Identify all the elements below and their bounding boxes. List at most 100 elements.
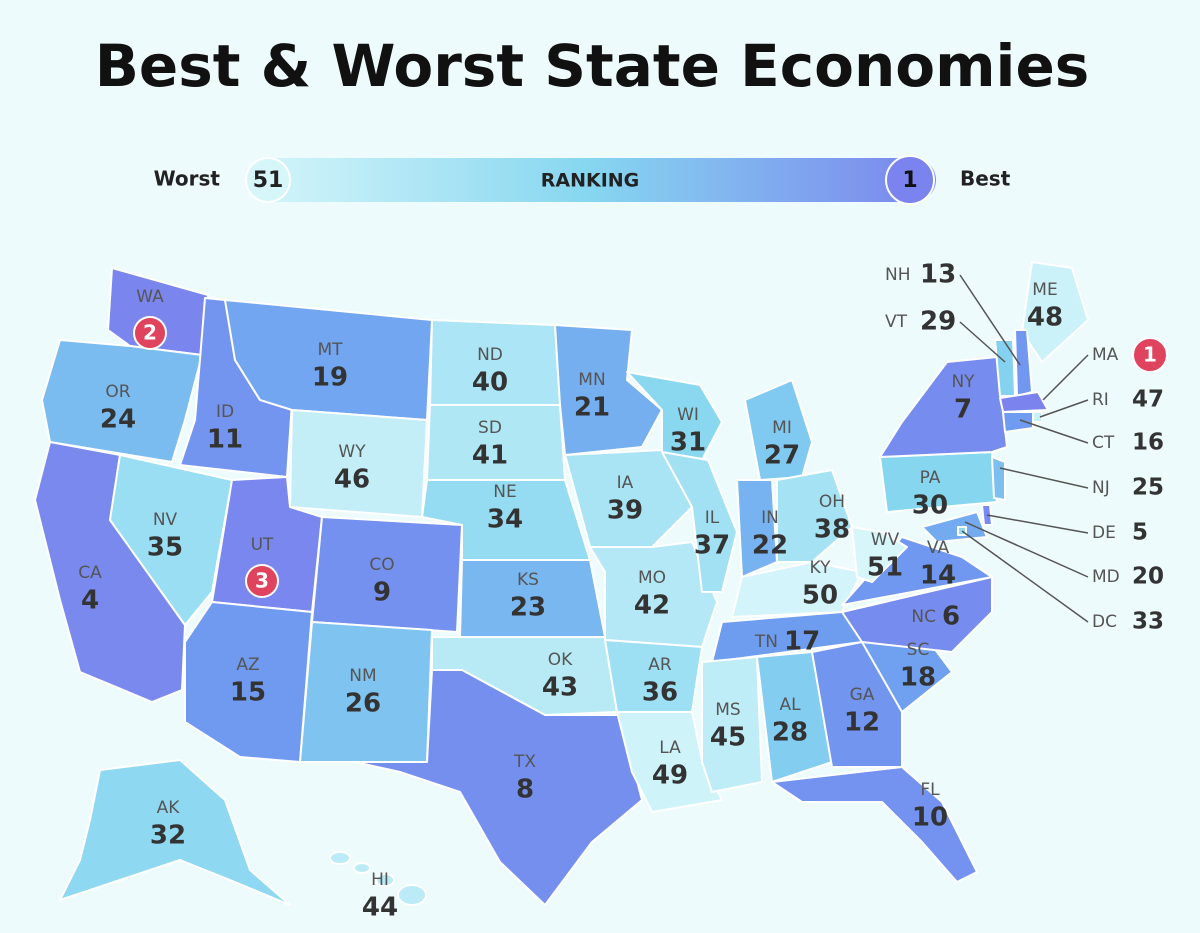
state-shape [851,526,908,583]
state-rank: 51 [867,553,903,583]
state-abbr: AK [157,798,181,818]
rank-badge [1132,337,1168,373]
state-rank: 28 [772,718,808,748]
state-shape [184,601,313,763]
legend-best-rank: 1 [902,168,917,193]
state-rank: 48 [1027,303,1063,333]
rank-badge [133,316,167,350]
callout-line [961,530,1089,623]
state-shape [661,451,738,593]
legend-best-label: Best [960,167,1011,191]
state-rank: 45 [710,723,746,753]
state-shape [879,356,1008,458]
state-shape [736,479,778,578]
state-rank: 9 [373,578,391,608]
callout-line [1019,419,1089,444]
state-shape [109,454,233,626]
state-rank: 42 [634,591,670,621]
state-abbr: AL [779,695,801,715]
state-rank: 3 [255,569,269,593]
state-abbr: WA [136,287,164,307]
state-rank: 1 [1143,343,1157,367]
state-rank: 5 [1132,520,1148,546]
state-abbr: DC [1092,612,1117,632]
state-shape [353,862,371,874]
state-abbr: TN [754,632,778,652]
state-rank: 26 [345,689,381,719]
legend-bar [248,158,936,202]
state-abbr: OR [105,382,130,402]
state-shape [744,379,813,481]
callout-line [986,514,1089,534]
state-abbr: NM [349,666,376,686]
state-labels: WA2OR24CA4NV35ID11MT19WY46UT3CO9AZ15NM26… [78,260,1168,923]
state-abbr: UT [251,535,274,555]
state-rank: 30 [912,491,948,521]
callout-line [1039,399,1089,418]
state-shape [589,541,718,648]
state-rank: 31 [670,428,706,458]
state-rank: 34 [487,505,523,535]
state-rank: 46 [334,465,370,495]
state-shape [771,766,978,883]
state-rank: 18 [900,663,936,693]
state-rank: 8 [516,775,534,805]
state-shape [564,449,693,548]
state-rank: 44 [362,893,398,923]
state-abbr: ME [1032,280,1057,300]
legend-label: RANKING [541,170,640,192]
state-abbr: MN [578,370,605,390]
state-abbr: MS [715,700,740,720]
state-rank: 19 [312,363,348,393]
title: Best & Worst State Economies [95,32,1090,100]
state-rank: 27 [764,441,800,471]
state-rank: 49 [652,761,688,791]
state-abbr: GA [850,685,875,705]
state-rank: 13 [920,260,956,290]
state-shape [375,873,395,887]
state-abbr: HI [371,870,389,890]
state-abbr: AR [648,655,672,675]
state-abbr: VA [927,538,950,558]
state-rank: 36 [642,678,678,708]
state-abbr: MO [638,568,666,588]
state-shape [289,409,428,518]
state-abbr: NC [911,607,936,627]
state-rank: 32 [150,821,186,851]
state-rank: 21 [574,393,610,423]
state-abbr: NV [153,510,178,530]
state-abbr: WY [338,442,366,462]
state-rank: 20 [1132,564,1164,590]
state-rank: 15 [230,678,266,708]
state-abbr: SC [907,640,930,660]
state-rank: 50 [802,581,838,611]
state-rank: 33 [1132,609,1164,635]
state-rank: 11 [207,425,243,455]
state-rank: 29 [920,307,956,337]
state-shape [311,516,463,633]
state-abbr: LA [659,738,681,758]
state-abbr: MD [1092,567,1120,587]
state-abbr: AZ [236,655,259,675]
legend-worst-label: Worst [154,167,221,191]
callout-line [959,321,1006,363]
state-abbr: OK [548,650,573,670]
state-shape [841,576,993,653]
state-abbr: DE [1092,523,1116,543]
state-rank: 14 [920,561,956,591]
state-rank: 17 [784,627,820,657]
state-abbr: IN [761,508,779,528]
state-rank: 40 [472,368,508,398]
state-shape [397,884,427,906]
state-shape [991,456,1006,501]
state-abbr: TX [513,752,536,772]
state-abbr: CT [1092,433,1115,453]
state-rank: 16 [1132,430,1164,456]
state-abbr: NY [951,372,975,392]
state-rank: 39 [607,496,643,526]
state-shape [59,759,291,906]
state-abbr: MI [772,418,792,438]
state-abbr: NJ [1092,478,1110,498]
state-rank: 23 [510,593,546,623]
